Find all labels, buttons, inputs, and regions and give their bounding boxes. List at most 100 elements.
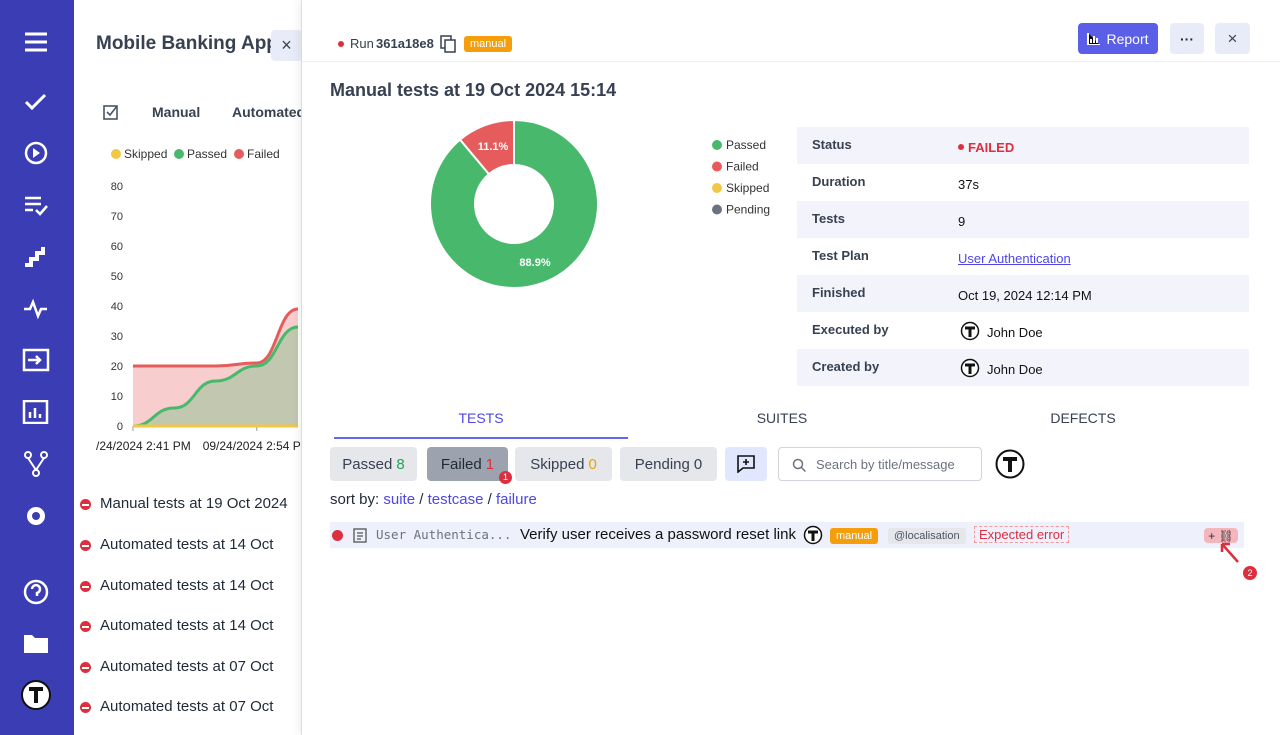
detail-key: Finished — [812, 285, 866, 300]
filter-button[interactable]: Failed 1 — [427, 447, 508, 481]
detail-key: Created by — [812, 359, 880, 374]
report-button[interactable]: Report — [1078, 23, 1158, 54]
filter-button[interactable]: Pending 0 — [620, 447, 717, 481]
plans-icon[interactable] — [22, 193, 50, 217]
menu-icon[interactable] — [22, 30, 50, 54]
detail-key: Executed by — [812, 322, 889, 337]
run-title: Manual tests at 19 Oct 2024 — [100, 495, 288, 512]
detail-value: FAILED — [968, 140, 1015, 155]
tab[interactable]: Automated — [232, 104, 302, 120]
y-tick-label: 50 — [111, 271, 123, 283]
runs-icon[interactable] — [22, 141, 50, 165]
run-item[interactable]: Automated tests at 07 Oct — [80, 698, 274, 715]
run-item[interactable]: Manual tests at 19 Oct 2024 — [80, 495, 288, 512]
slice-label: 88.9% — [519, 257, 550, 269]
callout-arrow — [1220, 542, 1239, 563]
user-filter[interactable] — [995, 449, 1025, 479]
failed-icon — [80, 702, 91, 713]
check-icon[interactable] — [22, 90, 50, 114]
pie-slice — [429, 118, 599, 289]
filter-label: Passed — [342, 455, 393, 473]
close-panel[interactable]: × — [271, 30, 301, 61]
close-button[interactable]: × — [1215, 23, 1250, 54]
pulse-icon[interactable] — [22, 297, 50, 321]
detail-value: John Doe — [987, 325, 1043, 340]
test-row[interactable]: User Authentica... Verify user receives … — [330, 522, 1244, 548]
filter-count: 8 — [396, 455, 405, 473]
detail-row: Finished Oct 19, 2024 12:14 PM — [797, 275, 1249, 312]
sort-option[interactable]: failure — [495, 491, 537, 508]
run-item[interactable]: Automated tests at 14 Oct — [80, 536, 273, 553]
legend-swatch — [174, 149, 184, 159]
projects-icon[interactable] — [22, 630, 50, 656]
filter-button[interactable]: Skipped 0 — [515, 447, 612, 481]
detail-key: Tests — [812, 211, 845, 226]
run-item[interactable]: Automated tests at 07 Oct — [80, 658, 274, 675]
detail-key: Duration — [812, 174, 866, 189]
slice-label: 11.1% — [478, 141, 509, 153]
run-item[interactable]: Automated tests at 14 Oct — [80, 577, 274, 594]
detail-row: Duration 37s — [797, 164, 1249, 201]
report-icon — [1087, 32, 1101, 45]
filter-label: Skipped — [530, 455, 585, 473]
select-icon — [103, 105, 118, 120]
sort-option[interactable]: suite — [383, 491, 416, 508]
detail-row: Executed by John Doe — [797, 312, 1249, 349]
copy-icon[interactable] — [440, 35, 456, 53]
sort-option[interactable]: testcase — [427, 491, 484, 508]
series-area — [133, 327, 298, 426]
error-message: Expected error — [974, 526, 1070, 543]
series-line — [133, 307, 299, 368]
y-tick-label: 20 — [111, 361, 123, 373]
tab[interactable]: DEFECTS — [1050, 410, 1116, 426]
legend-swatch — [111, 149, 121, 159]
failed-icon — [80, 581, 91, 592]
x-tick-label: /24/2024 2:41 PM — [96, 439, 191, 453]
legend-label: Skipped — [726, 181, 769, 195]
sort-bar: sort by: suite / testcase / failure — [330, 491, 537, 508]
tab[interactable]: Manual — [152, 104, 201, 120]
detail-key: Test Plan — [812, 248, 869, 263]
import-icon[interactable] — [22, 348, 50, 372]
filter-button[interactable]: Passed 8 — [330, 447, 417, 481]
run-title: Automated tests at 14 Oct — [100, 577, 274, 594]
failed-icon — [80, 662, 91, 673]
analytics-icon[interactable] — [22, 400, 50, 424]
tab[interactable]: TESTS — [458, 410, 504, 426]
filter-count: 1 — [485, 455, 495, 473]
tab[interactable]: SUITES — [756, 410, 808, 426]
run-title: Manual tests at 19 Oct 2024 15:14 — [330, 80, 617, 100]
failed-icon — [80, 540, 91, 551]
callout-badge: 2 — [1243, 566, 1257, 580]
avatar[interactable] — [21, 680, 51, 710]
history-chart: 0 10 20 30 40 50 60 70 80/24/2024 2:41 PM 09/24/2… — [96, 147, 301, 453]
y-tick-label: 40 — [111, 301, 123, 313]
steps-icon[interactable] — [22, 245, 50, 269]
branch-icon[interactable] — [22, 451, 50, 477]
run-label: Run — [350, 36, 374, 51]
detail-value: Oct 19, 2024 12:14 PM — [958, 288, 1092, 303]
more-button[interactable]: ··· — [1170, 23, 1204, 54]
tag: @localisation — [888, 528, 966, 544]
row-actions[interactable]: + ⛓ — [1204, 528, 1238, 543]
suite-name: User Authentica... — [376, 527, 512, 542]
comment-icon — [737, 455, 755, 473]
y-tick-label: 70 — [111, 211, 123, 223]
settings-icon[interactable] — [22, 503, 50, 529]
search-box[interactable]: Search by title/message — [778, 447, 982, 481]
filter-label: Failed — [440, 455, 482, 473]
run-item[interactable]: Automated tests at 14 Oct — [80, 617, 273, 634]
failed-icon — [80, 621, 91, 632]
failed-icon — [80, 499, 91, 510]
header — [302, 0, 1280, 62]
manual-icon — [353, 528, 367, 543]
run-title: Automated tests at 07 Oct — [100, 698, 274, 715]
run-title: Automated tests at 07 Oct — [100, 658, 274, 675]
comment-filter[interactable] — [725, 447, 767, 481]
legend-swatch — [234, 149, 244, 159]
detail-value[interactable]: User Authentication — [958, 251, 1071, 266]
y-tick-label: 10 — [111, 391, 123, 403]
sidebar — [0, 0, 74, 735]
help-icon[interactable] — [22, 579, 50, 605]
search-placeholder: Search by title/message — [816, 457, 955, 472]
